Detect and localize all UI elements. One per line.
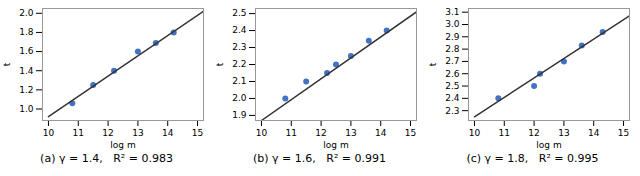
svg-text:log m: log m <box>323 140 348 150</box>
svg-text:15: 15 <box>405 128 416 138</box>
svg-text:2.9: 2.9 <box>445 32 460 42</box>
svg-text:3.1: 3.1 <box>445 7 459 17</box>
svg-text:11: 11 <box>499 128 510 138</box>
svg-text:12: 12 <box>315 128 326 138</box>
svg-text:11: 11 <box>286 128 297 138</box>
svg-text:2.5: 2.5 <box>232 8 246 18</box>
svg-text:3.0: 3.0 <box>445 19 460 29</box>
svg-text:1.8: 1.8 <box>19 27 34 37</box>
svg-text:2.2: 2.2 <box>232 59 246 69</box>
svg-text:13: 13 <box>132 128 143 138</box>
html-text:(b) γ = 1.6, R² = 0.991: (b) γ = 1.6, R² = 0.991 <box>253 152 386 165</box>
svg-text:2.5: 2.5 <box>445 81 459 91</box>
svg-text:1.0: 1.0 <box>19 104 34 114</box>
svg-text:12: 12 <box>528 128 539 138</box>
svg-text:log m: log m <box>110 140 135 150</box>
svg-text:15: 15 <box>618 128 629 138</box>
svg-text:1.4: 1.4 <box>19 66 34 76</box>
svg-text:2.1: 2.1 <box>232 76 246 86</box>
svg-text:1.2: 1.2 <box>19 85 33 95</box>
svg-text:2.6: 2.6 <box>445 69 460 79</box>
svg-text:14: 14 <box>375 128 387 138</box>
svg-text:2.3: 2.3 <box>445 106 459 116</box>
svg-text:10: 10 <box>43 128 55 138</box>
html-text:(a) γ = 1.4, R² = 0.983: (a) γ = 1.4, R² = 0.983 <box>40 152 173 165</box>
svg-text:12: 12 <box>102 128 113 138</box>
svg-text:1.9: 1.9 <box>232 110 247 120</box>
svg-text:13: 13 <box>345 128 356 138</box>
html-text:(c) γ = 1.8, R² = 0.995: (c) γ = 1.8, R² = 0.995 <box>466 152 599 165</box>
svg-text:2.7: 2.7 <box>445 56 459 66</box>
svg-text:14: 14 <box>162 128 174 138</box>
svg-text:14: 14 <box>588 128 600 138</box>
svg-text:2.8: 2.8 <box>445 44 460 54</box>
svg-text:log m: log m <box>536 140 561 150</box>
svg-text:10: 10 <box>256 128 268 138</box>
svg-text:10: 10 <box>469 128 481 138</box>
svg-text:11: 11 <box>73 128 84 138</box>
svg-text:2.0: 2.0 <box>19 8 34 18</box>
svg-text:t: t <box>2 62 12 66</box>
svg-text:2.4: 2.4 <box>232 25 247 35</box>
svg-text:13: 13 <box>558 128 569 138</box>
svg-text:2.3: 2.3 <box>232 42 246 52</box>
svg-text:2.4: 2.4 <box>445 93 460 103</box>
svg-text:15: 15 <box>192 128 203 138</box>
svg-text:t: t <box>215 62 225 66</box>
svg-text:2.0: 2.0 <box>232 93 247 103</box>
svg-text:t: t <box>428 62 438 66</box>
svg-text:1.6: 1.6 <box>19 46 34 56</box>
